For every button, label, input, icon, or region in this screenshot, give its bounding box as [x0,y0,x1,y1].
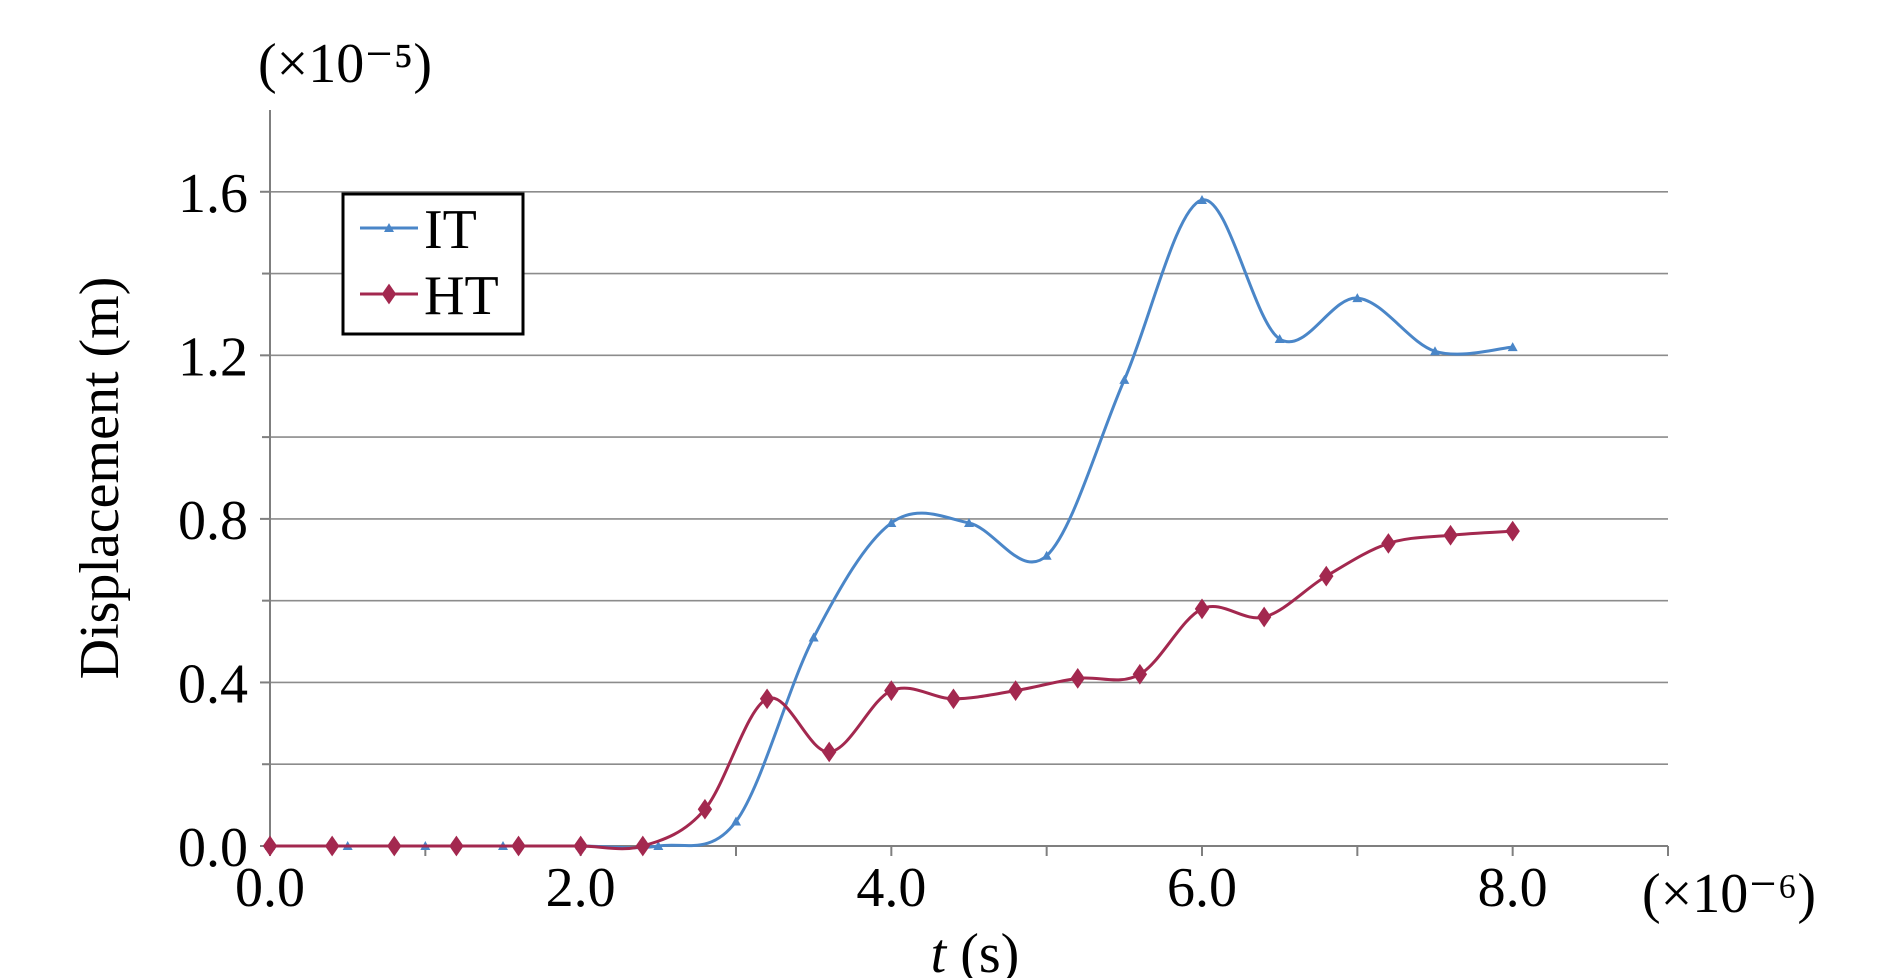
data-point [886,517,897,527]
data-point [1319,565,1334,587]
data-point [1507,342,1518,352]
series [262,194,1520,857]
data-point [511,835,526,857]
legend-box [341,192,525,336]
data-point [697,798,713,820]
y-tick-labels: 0.0 0.4 0.8 1.2 1.6 [178,163,270,879]
y-tick-label: 0.8 [178,490,248,552]
data-point [1443,524,1458,546]
x-tick-label: 6.0 [1167,857,1237,919]
data-point [387,835,402,857]
data-point [1132,663,1148,685]
data-point [1008,680,1023,701]
data-point [884,680,899,701]
y-tick-label: 1.6 [178,163,248,225]
x-tick-label: 8.0 [1478,857,1548,919]
x-axis-title: t (s) [931,923,1020,978]
data-point [1070,668,1085,689]
legend-item-it: IT [360,199,477,261]
data-point [262,835,278,857]
x-tick-label: 2.0 [546,857,616,919]
legend-marker [381,283,397,305]
y-axis-title: Displacement (m) [69,277,131,680]
legend-marker [384,223,394,232]
legend-item-ht: HT [360,265,499,327]
legend-label: IT [424,199,477,261]
series-ht [262,520,1520,857]
data-point [324,835,340,857]
data-point [1197,194,1207,204]
data-point [1505,520,1520,542]
data-point [1274,333,1285,343]
x-axis-title-var: t [931,923,948,978]
x-tick-label: 0.0 [235,857,305,919]
x-axis-title-unit: (s) [946,923,1019,978]
x-multiplier-label: (×10⁻⁶) [1642,863,1816,925]
data-point [449,835,464,857]
data-point [1194,598,1210,620]
y-tick-label: 0.4 [178,653,248,715]
data-point [1041,550,1052,560]
x-tick-labels: 0.0 2.0 4.0 6.0 8.0 [235,846,1669,919]
data-point [1256,606,1272,628]
data-point [653,841,664,850]
data-point [759,688,775,710]
data-point [964,517,974,527]
data-point [822,741,837,763]
x-tick-label: 4.0 [856,857,926,919]
data-point [1119,374,1130,384]
y-multiplier-label: (×10⁻⁵) [258,33,432,95]
data-point [573,835,588,857]
data-point [808,632,819,642]
data-point [731,816,741,826]
data-point [1381,533,1396,554]
y-tick-label: 1.2 [178,326,248,388]
y-tick-label: 0.0 [178,817,248,879]
data-point [946,688,961,710]
data-point [1352,293,1363,303]
data-point [635,835,650,857]
legend-label: HT [424,265,499,327]
data-point [1430,346,1440,356]
